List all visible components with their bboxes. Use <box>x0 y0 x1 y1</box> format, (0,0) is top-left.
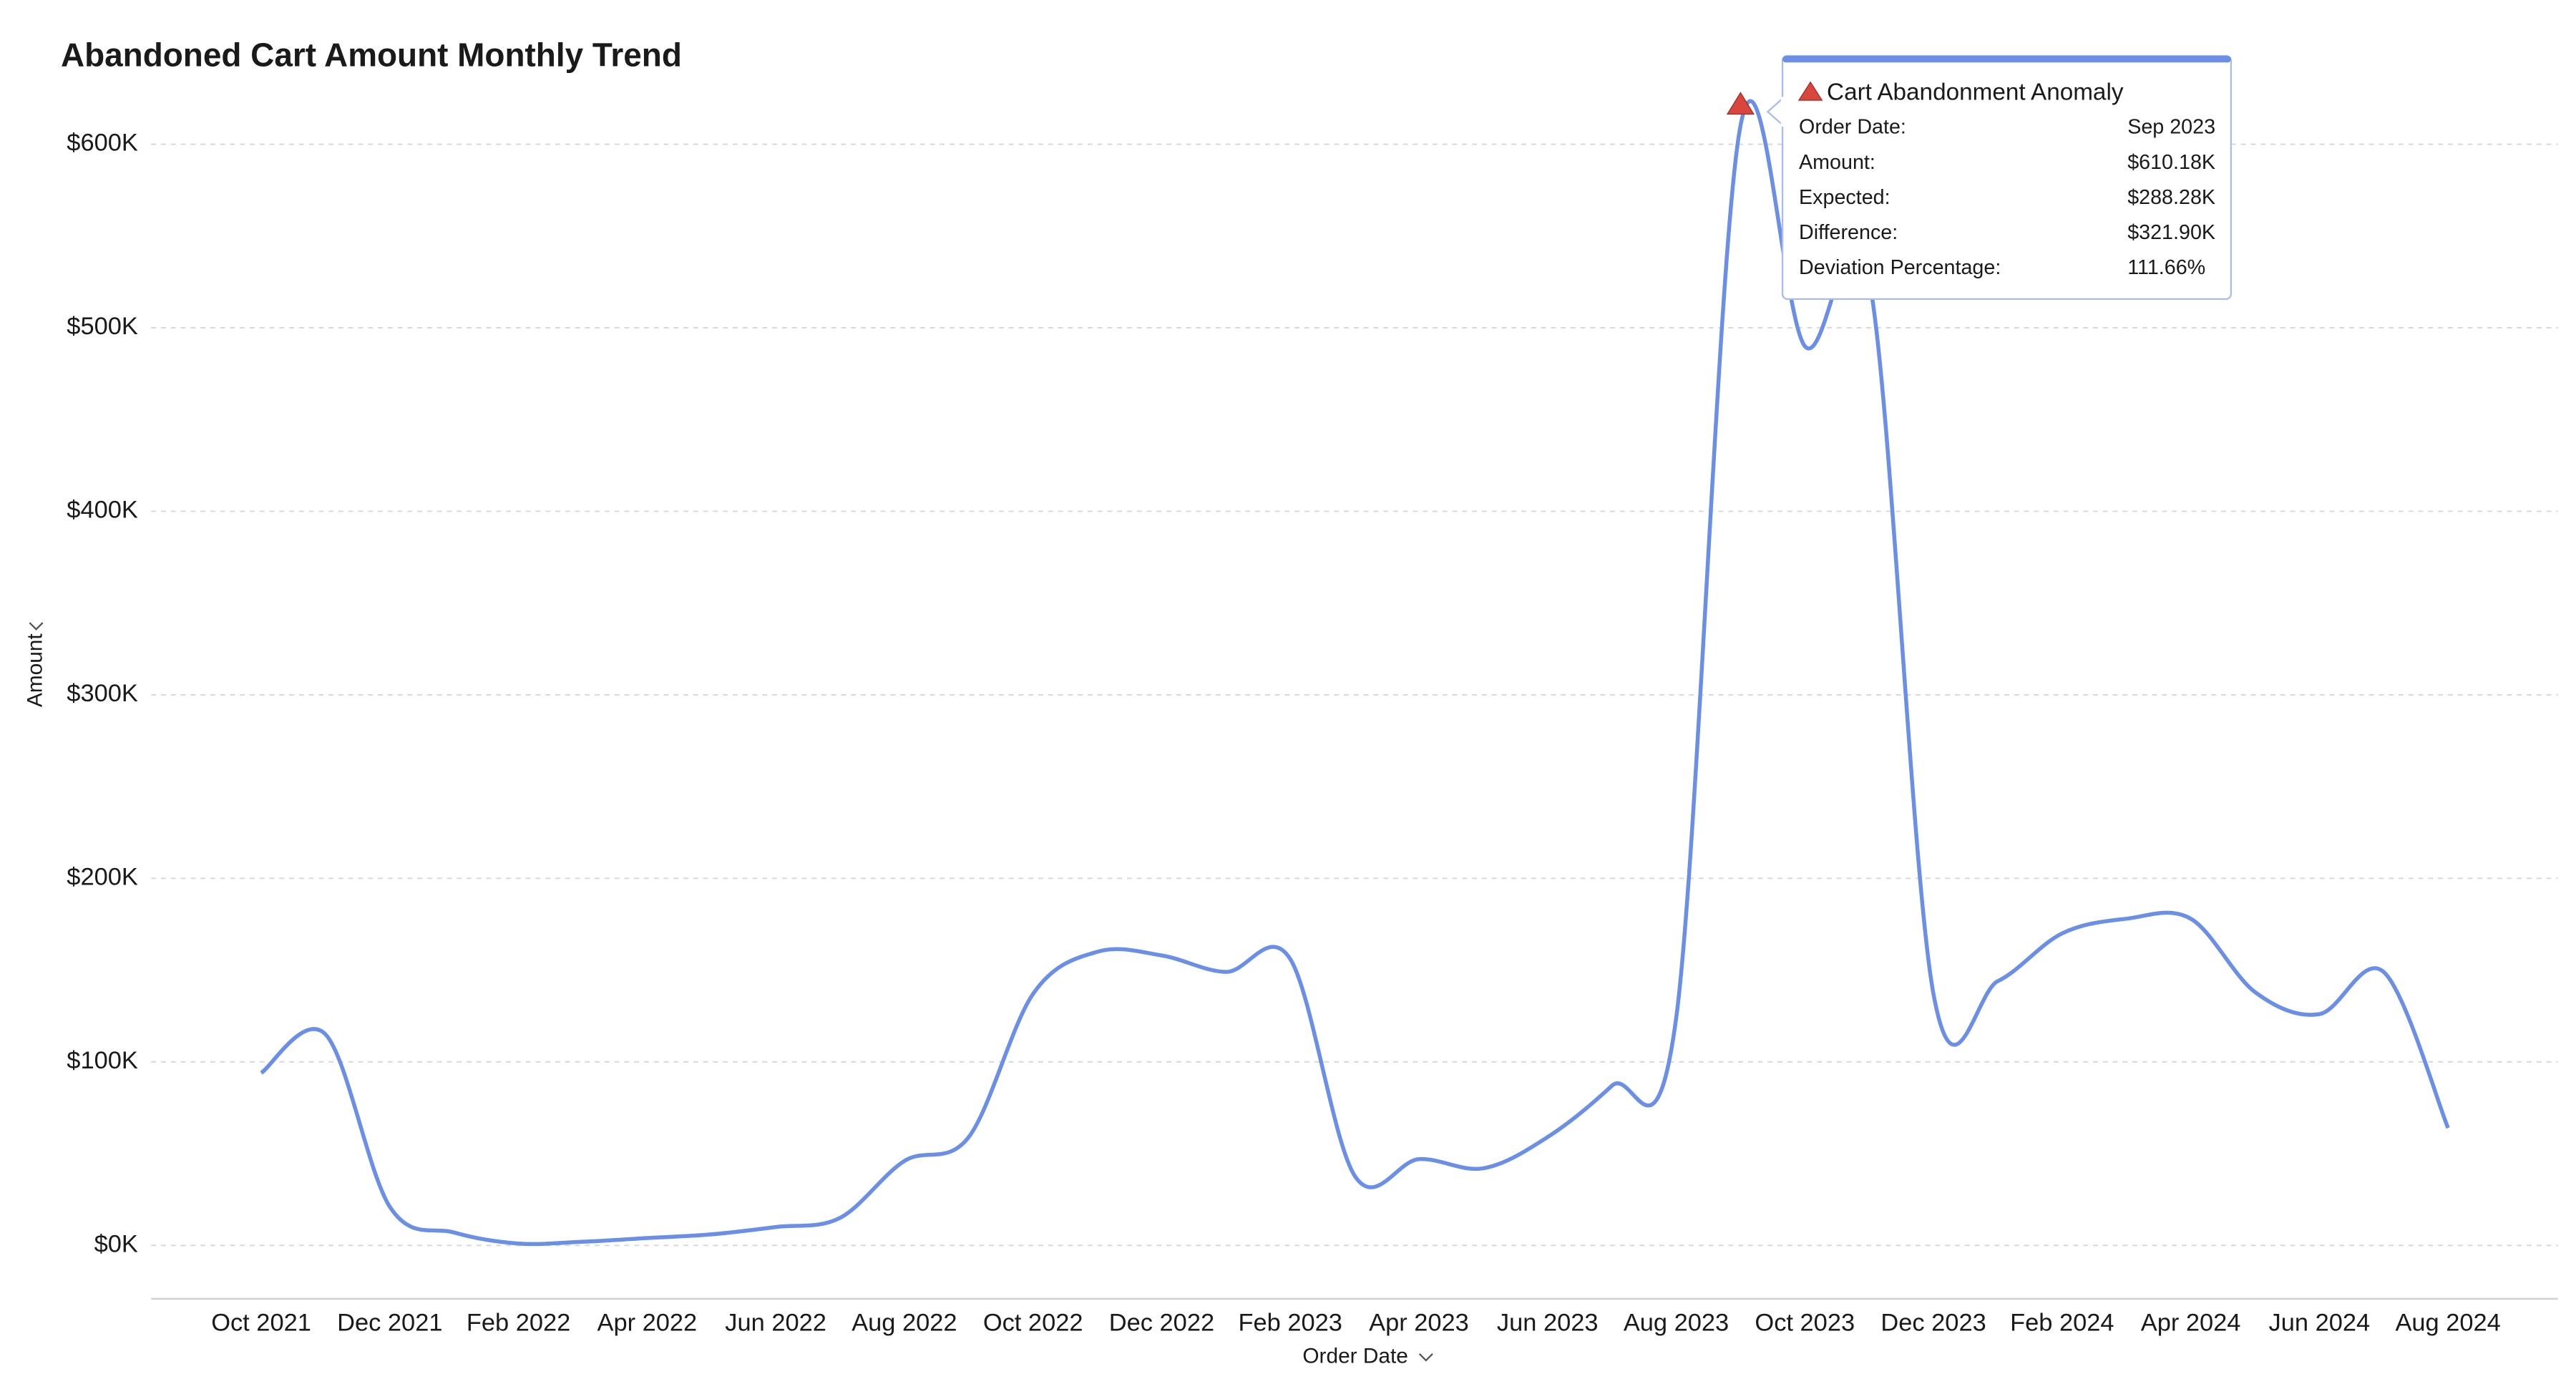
tooltip-row-label: Difference: <box>1799 221 1898 244</box>
x-axis-dropdown-icon[interactable] <box>1418 1353 1433 1362</box>
tooltip-row-label: Order Date: <box>1799 116 1906 139</box>
x-tick-label: Oct 2022 <box>983 1310 1083 1337</box>
tooltip-row-value: 111.66% <box>2127 256 2205 279</box>
x-tick-label: Oct 2023 <box>1755 1310 1855 1337</box>
x-tick-label: Jun 2023 <box>1497 1310 1599 1337</box>
y-tick-label: $0K <box>94 1230 138 1257</box>
y-tick-label: $400K <box>67 497 138 524</box>
y-tick-label: $600K <box>67 130 138 157</box>
y-tick-label: $300K <box>67 680 138 707</box>
tooltip-row-value: $610.18K <box>2127 151 2215 174</box>
tooltip-anomaly-icon <box>1797 81 1823 101</box>
x-tick-label: Apr 2024 <box>2141 1310 2241 1337</box>
y-axis-title[interactable]: Amount <box>23 633 47 708</box>
x-tick-label: Aug 2024 <box>2395 1310 2500 1337</box>
y-axis-title-group: Amount <box>23 633 47 708</box>
x-axis-title[interactable]: Order Date <box>1302 1344 1408 1368</box>
x-tick-label: Dec 2022 <box>1109 1310 1214 1337</box>
y-axis-dropdown-icon[interactable] <box>29 622 44 630</box>
tooltip-row-value: $321.90K <box>2127 221 2215 244</box>
x-tick-label: Apr 2022 <box>597 1310 698 1337</box>
tooltip-row-label: Deviation Percentage: <box>1799 256 2001 279</box>
plot-area: $0K $100K $200K $300K $400K $500K $600K Oct 202… <box>67 92 2558 1337</box>
anomaly-marker <box>1726 92 1755 115</box>
tooltip-row-label: Expected: <box>1799 186 1890 209</box>
tooltip-top-border <box>1782 56 2231 63</box>
tooltip-row-value: $288.28K <box>2127 186 2215 209</box>
y-tick-label: $200K <box>67 863 138 890</box>
x-tick-label: Oct 2021 <box>211 1310 311 1337</box>
x-tick-label: Jun 2022 <box>725 1310 826 1337</box>
x-tick-label: Dec 2023 <box>1880 1310 1986 1337</box>
tooltip-pointer-joint <box>1780 97 1785 127</box>
y-tick-label: $100K <box>67 1047 138 1074</box>
y-tick-label: $500K <box>67 313 138 340</box>
tooltip-row-label: Amount: <box>1799 151 1875 174</box>
x-tick-label: Feb 2023 <box>1238 1310 1342 1337</box>
tooltip-pointer <box>1766 97 1784 127</box>
tooltip: Cart Abandonment Anomaly Order Date: Sep … <box>1766 54 2232 301</box>
x-tick-label: Feb 2022 <box>467 1310 570 1337</box>
x-tick-label: Feb 2024 <box>2010 1310 2114 1337</box>
x-tick-label: Aug 2022 <box>852 1310 957 1337</box>
x-tick-label: Dec 2021 <box>337 1310 442 1337</box>
tooltip-row-value: Sep 2023 <box>2127 116 2215 139</box>
series-line <box>260 99 2450 1247</box>
tooltip-title: Cart Abandonment Anomaly <box>1827 79 2124 106</box>
chart-title: Abandoned Cart Amount Monthly Trend <box>61 36 682 73</box>
x-tick-label: Jun 2024 <box>2269 1310 2371 1337</box>
x-tick-label: Aug 2023 <box>1624 1310 1729 1337</box>
x-tick-label: Apr 2023 <box>1369 1310 1469 1337</box>
